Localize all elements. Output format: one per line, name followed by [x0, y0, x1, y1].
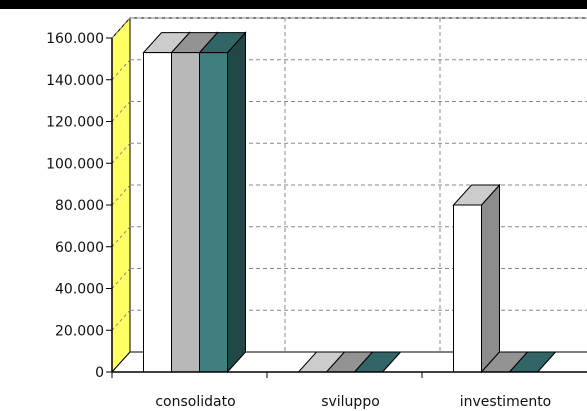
bar	[199, 52, 228, 373]
header-band	[0, 0, 587, 9]
bar	[171, 52, 200, 373]
y-axis-ticks: 0 20.000 40.000 60.000 80.000 100.000 120.000 1…	[46, 31, 113, 381]
y-tick-label: 160.000	[46, 31, 104, 47]
gridline-side	[111, 101, 131, 122]
x-category-label: consolidato	[155, 394, 235, 410]
x-category-label: sviluppo	[321, 394, 380, 410]
gridline-side	[111, 184, 131, 206]
gridline-side	[111, 226, 131, 248]
y-tick-label: 120.000	[46, 115, 104, 131]
y-tick-label: 20.000	[55, 323, 104, 339]
bar	[143, 52, 172, 373]
y-tick-label: 100.000	[46, 156, 104, 172]
y-tick-label: 140.000	[46, 73, 104, 89]
gridline-side	[111, 59, 131, 81]
bar	[453, 204, 482, 373]
y-tick-label: 80.000	[55, 198, 104, 214]
x-category-label: investimento	[460, 394, 552, 410]
bar-side	[481, 183, 500, 374]
gridline-side	[111, 268, 131, 289]
gridline-side	[111, 142, 131, 164]
bar-side	[227, 31, 246, 374]
y-tick-label: 0	[95, 365, 104, 381]
x-axis-categories: consolidato sviluppo investimento	[111, 371, 587, 410]
gridline-side	[111, 309, 131, 331]
y-tick-label: 60.000	[55, 240, 104, 256]
y-tick-label: 40.000	[55, 282, 104, 298]
gridline-side	[111, 17, 131, 39]
